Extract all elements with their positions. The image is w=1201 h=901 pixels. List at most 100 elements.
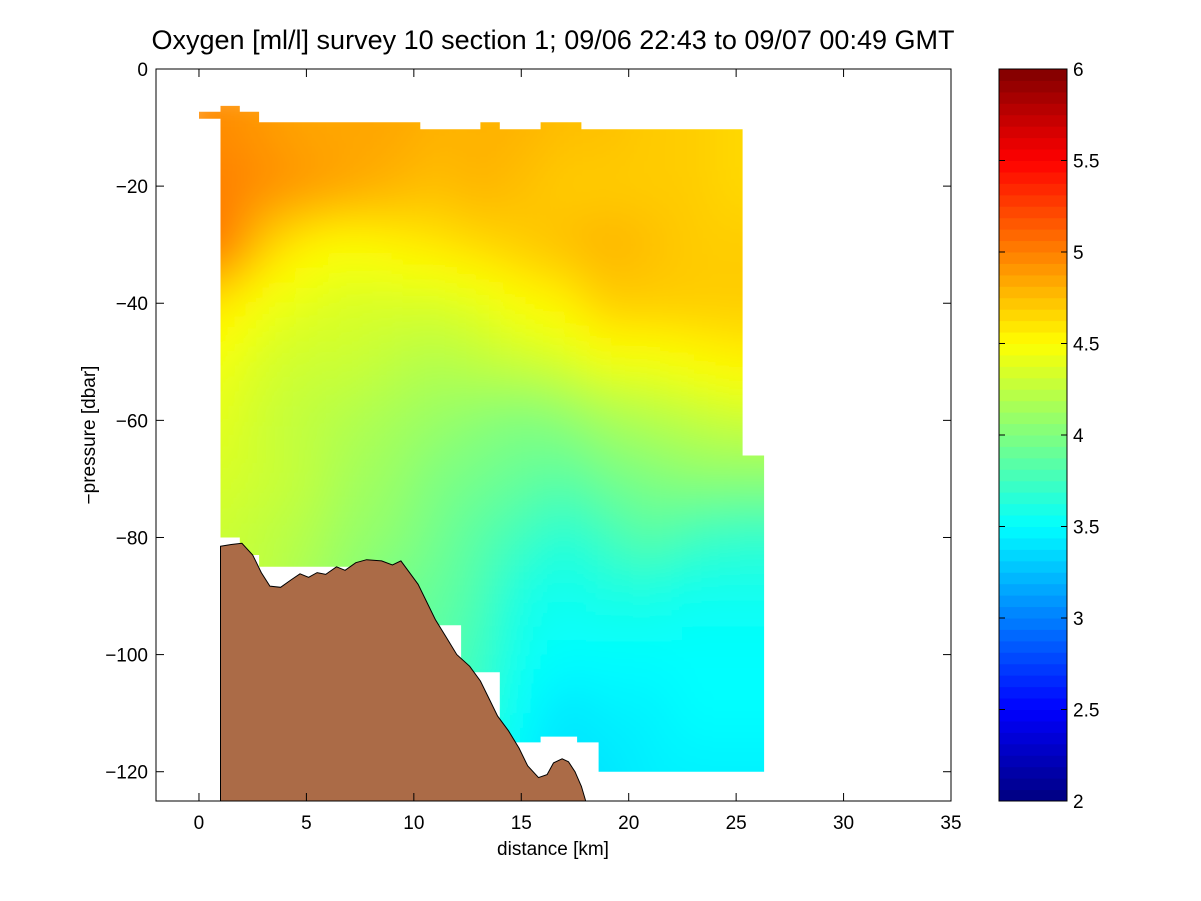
field-cell [467,625,479,641]
field-cell [693,200,705,216]
field-cell [413,435,426,451]
field-cell [607,171,619,187]
field-cell [714,230,726,246]
field-cell [381,186,393,202]
field-cell [596,156,608,172]
field-cell [757,669,765,685]
colorbar-band [999,595,1067,608]
field-cell [639,259,651,275]
field-cell [542,610,555,626]
field-cell [370,537,383,553]
field-cell [349,200,361,216]
field-cell [585,566,597,582]
field-cell [671,332,683,348]
field-cell [693,522,705,538]
field-cell [596,449,608,465]
field-cell [478,376,490,392]
field-cell [725,493,737,509]
field-cell [317,171,329,187]
field-cell [231,200,243,216]
field-cell [682,713,694,729]
field-cell [424,596,436,612]
field-cell [317,156,329,172]
field-cell [607,259,619,275]
field-cell [650,727,662,743]
field-cell [585,435,597,451]
field-cell [360,244,372,260]
field-cell [532,596,544,612]
field-cell [521,288,533,304]
field-cell [703,449,716,465]
field-cell [295,522,307,538]
field-cell [220,332,232,348]
field-cell [607,552,619,568]
field-cell [575,142,587,158]
colorbar-tick-label: 2.5 [1073,701,1099,722]
field-cell [714,449,726,465]
field-cell [510,654,522,670]
field-cell [671,274,683,290]
field-cell [349,156,361,172]
field-cell [403,200,415,216]
field-cell [628,376,640,392]
field-cell [295,552,307,568]
field-cell [241,200,254,216]
field-cell [467,478,479,495]
field-cell [650,640,662,656]
field-cell [306,508,318,524]
field-cell [338,537,350,553]
field-cell [714,464,726,480]
field-cell [489,552,501,568]
field-cell [693,303,705,319]
field-cell [532,156,544,172]
field-cell [671,156,683,172]
field-cell [306,420,318,436]
field-cell [456,127,469,143]
field-cell [478,508,490,524]
colorbar-tick-label: 4 [1073,426,1084,447]
field-cell [360,420,372,436]
field-cell [564,215,576,231]
field-cell [725,215,737,231]
field-cell [370,522,383,538]
field-cell [757,566,765,582]
field-cell [693,420,705,436]
field-cell [671,127,683,143]
field-cell [521,625,533,641]
field-cell [725,683,737,700]
field-cell [489,361,501,377]
field-cell [317,391,329,407]
field-cell [510,610,522,626]
field-cell [736,757,748,772]
field-cell [231,230,243,246]
field-cell [424,376,436,392]
field-cell [650,552,662,568]
field-cell [231,317,243,334]
field-cell [542,683,555,700]
colorbar-band [999,297,1067,310]
field-cell [746,449,759,465]
field-cell [306,127,318,143]
field-cell [693,508,705,524]
field-cell [693,683,705,700]
field-cell [618,274,630,290]
colorbar-band [999,709,1067,722]
field-cell [478,625,490,641]
field-cell [542,449,555,465]
field-cell [682,537,694,553]
field-cell [510,347,522,363]
field-cell [241,112,254,129]
field-cell [714,186,726,202]
field-cell [231,391,243,407]
field-cell [532,713,544,729]
field-cell [370,230,383,246]
field-cell [370,215,383,231]
field-cell [425,801,436,816]
field-cell [553,464,565,480]
field-cell [736,259,748,275]
field-cell [284,244,297,260]
field-cell [317,420,329,436]
field-cell [703,654,716,670]
field-cell [446,200,458,216]
colorbar-band [999,515,1067,527]
